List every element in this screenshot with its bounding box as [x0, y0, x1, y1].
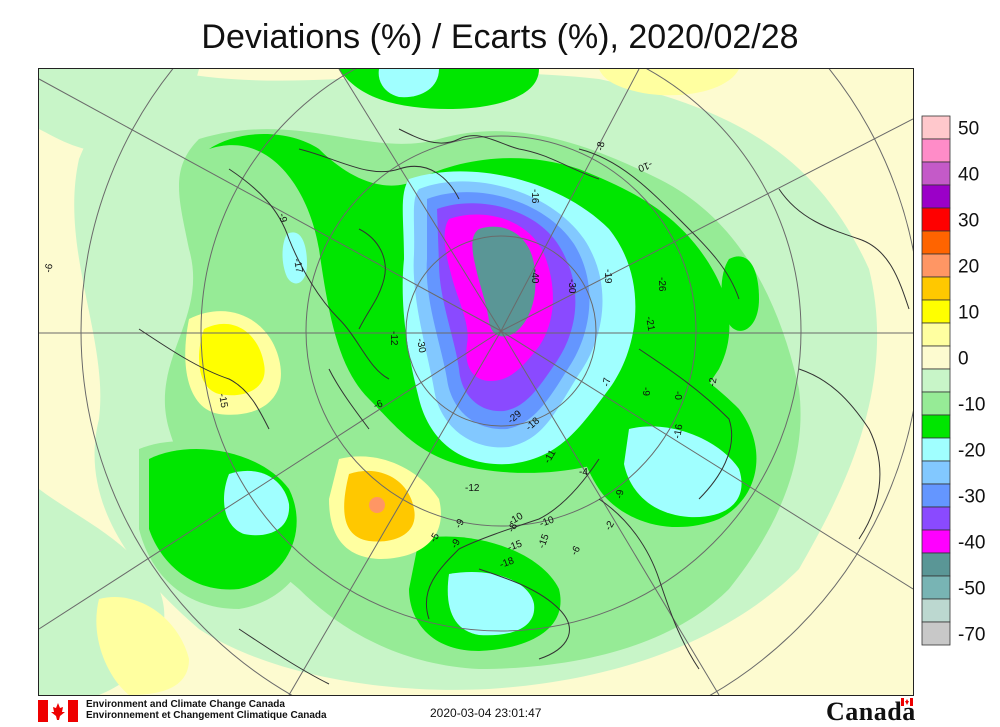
legend-swatch [921, 322, 951, 347]
station-label: -6 [372, 398, 385, 412]
contour-teal-pole [472, 226, 536, 337]
station-label: -40 [529, 269, 540, 284]
legend-label: -10 [958, 395, 985, 416]
legend-canvas: 50 40 30 20 10 0 -10 -20 -30 -40 -50 -70 [921, 115, 985, 646]
station-label: -17 [291, 258, 304, 275]
contour-lightblue-left [282, 232, 307, 284]
legend-swatch [921, 207, 951, 232]
station-label: -10 [636, 158, 654, 173]
legend-label: 10 [958, 303, 979, 324]
station-label: -8 [595, 140, 607, 151]
station-label: -15 [536, 532, 551, 550]
station-label: -9 [276, 213, 288, 224]
legend-label: -70 [958, 625, 985, 646]
legend-swatch [921, 253, 951, 278]
generation-timestamp: 2020-03-04 23:01:47 [430, 706, 542, 720]
contour-lightblue-topcenter [378, 69, 439, 98]
station-label: -12 [388, 331, 399, 346]
station-label: -16 [672, 423, 685, 440]
station-label: -30 [566, 279, 577, 294]
legend-swatch [921, 115, 951, 140]
station-label: -16 [529, 189, 540, 204]
station-label: -18 [498, 555, 516, 570]
contour-lightblue-right [624, 426, 742, 518]
station-label: -10 [538, 514, 556, 529]
station-label: -7 [601, 376, 613, 387]
legend-label: 0 [958, 349, 969, 370]
legend-label: -50 [958, 579, 985, 600]
station-label: -12 [465, 483, 480, 494]
legend-swatch [921, 598, 951, 623]
station-label: -30 [414, 338, 427, 355]
contour-lightblue-bottom [447, 572, 535, 636]
station-label: -15 [216, 393, 229, 410]
station-label: -21 [643, 316, 656, 333]
organization-name-en: Environment and Climate Change Canada [86, 699, 285, 710]
legend-swatch [921, 575, 951, 600]
station-label: -6 [43, 262, 55, 273]
legend-label: -20 [958, 441, 985, 462]
canada-wordmark: Canada [826, 697, 916, 726]
canada-flag-icon [38, 700, 78, 722]
legend-swatch [921, 299, 951, 324]
legend-swatch [921, 529, 951, 554]
station-label: -26 [656, 277, 667, 292]
legend-swatch [921, 345, 951, 370]
station-label: -4 [579, 467, 588, 478]
graticule [39, 69, 913, 695]
map-canvas: -6 -9 -17 -8 -10 -19 -30 -40 -16 -26 -21… [39, 69, 913, 695]
station-label: -9 [640, 387, 651, 396]
contour-green-right [721, 256, 759, 331]
legend-swatch [921, 184, 951, 209]
legend-swatch [921, 391, 951, 416]
contour-light-green-topleft [39, 69, 199, 152]
legend-label: 40 [958, 165, 979, 186]
legend-swatch [921, 621, 951, 646]
legend-label: 30 [958, 211, 979, 232]
legend-swatch [921, 368, 951, 393]
legend-swatch [921, 506, 951, 531]
station-label: -9 [614, 488, 626, 499]
contour-yellow-bottomleft [96, 597, 189, 695]
contour-yellow-left-inner [199, 323, 265, 396]
deviation-map: -6 -9 -17 -8 -10 -19 -30 -40 -16 -26 -21… [38, 68, 914, 696]
legend-swatch [921, 230, 951, 255]
legend-label: -40 [958, 533, 985, 554]
legend-swatch [921, 138, 951, 163]
legend-swatch [921, 460, 951, 485]
legend-swatch [921, 161, 951, 186]
station-label: -19 [602, 269, 613, 284]
wordmark-flag-icon [901, 698, 913, 706]
coastlines [138, 128, 910, 685]
organization-name-fr: Environnement et Changement Climatique C… [86, 710, 327, 721]
legend-swatch [921, 437, 951, 462]
station-labels: -6 -9 -17 -8 -10 -19 -30 -40 -16 -26 -21… [43, 140, 719, 570]
station-label: -2 [707, 376, 719, 387]
legend-swatch [921, 483, 951, 508]
contour-lightblue-leftlow [224, 470, 290, 536]
legend-swatch [921, 276, 951, 301]
legend-label: 50 [958, 119, 979, 140]
organization-name: Environment and Climate Change Canada En… [86, 699, 327, 721]
legend-swatch [921, 552, 951, 577]
station-label: -15 [506, 538, 524, 553]
contour-salmon-center [369, 497, 385, 513]
map-title: Deviations (%) / Ecarts (%), 2020/02/28 [201, 18, 799, 56]
legend-label: -30 [958, 487, 985, 508]
legend-swatch [921, 414, 951, 439]
legend-label: 20 [958, 257, 979, 278]
station-label: -0 [672, 391, 683, 400]
